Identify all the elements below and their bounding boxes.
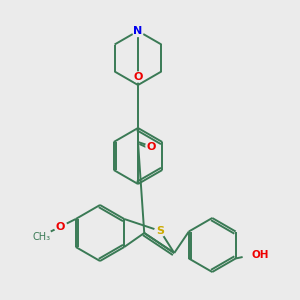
Text: S: S	[156, 226, 164, 236]
Text: O: O	[146, 142, 156, 152]
Text: O: O	[55, 222, 64, 232]
Text: O: O	[133, 72, 143, 82]
Circle shape	[133, 72, 143, 82]
Text: CH₃: CH₃	[33, 232, 51, 242]
Circle shape	[155, 226, 166, 236]
Text: N: N	[134, 26, 142, 36]
Circle shape	[146, 142, 156, 152]
Circle shape	[133, 26, 143, 37]
Circle shape	[55, 222, 65, 232]
Text: OH: OH	[252, 250, 269, 260]
